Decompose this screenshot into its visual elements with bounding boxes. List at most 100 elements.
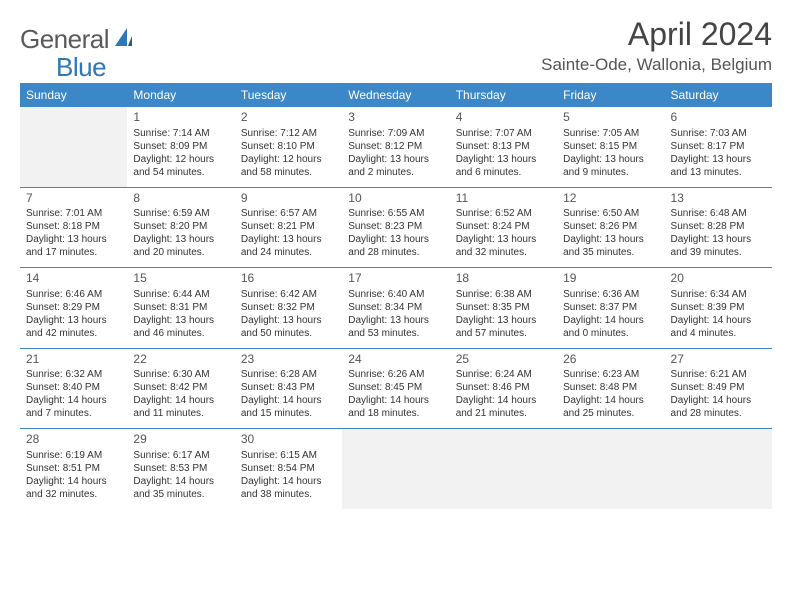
day-cell: 18Sunrise: 6:38 AMSunset: 8:35 PMDayligh… <box>450 268 557 348</box>
daylight-line2: and 58 minutes. <box>241 166 336 179</box>
day-number: 13 <box>671 191 766 207</box>
blank-cell <box>557 429 664 509</box>
day-cell: 17Sunrise: 6:40 AMSunset: 8:34 PMDayligh… <box>342 268 449 348</box>
daylight-line2: and 35 minutes. <box>563 246 658 259</box>
day-cell: 16Sunrise: 6:42 AMSunset: 8:32 PMDayligh… <box>235 268 342 348</box>
day-number: 23 <box>241 352 336 368</box>
daylight-line2: and 28 minutes. <box>671 407 766 420</box>
day-cell: 25Sunrise: 6:24 AMSunset: 8:46 PMDayligh… <box>450 349 557 429</box>
day-cell: 29Sunrise: 6:17 AMSunset: 8:53 PMDayligh… <box>127 429 234 509</box>
sunset-text: Sunset: 8:39 PM <box>671 301 766 314</box>
sunset-text: Sunset: 8:42 PM <box>133 381 228 394</box>
day-number: 5 <box>563 110 658 126</box>
day-cell: 5Sunrise: 7:05 AMSunset: 8:15 PMDaylight… <box>557 107 664 187</box>
day-header: Wednesday <box>342 83 449 107</box>
daylight-line1: Daylight: 13 hours <box>348 314 443 327</box>
day-header: Saturday <box>665 83 772 107</box>
blank-cell <box>665 429 772 509</box>
sunrise-text: Sunrise: 6:34 AM <box>671 288 766 301</box>
day-number: 11 <box>456 191 551 207</box>
daylight-line1: Daylight: 13 hours <box>456 233 551 246</box>
day-cell: 8Sunrise: 6:59 AMSunset: 8:20 PMDaylight… <box>127 188 234 268</box>
daylight-line2: and 24 minutes. <box>241 246 336 259</box>
sunrise-text: Sunrise: 6:48 AM <box>671 207 766 220</box>
daylight-line1: Daylight: 12 hours <box>133 153 228 166</box>
sunset-text: Sunset: 8:13 PM <box>456 140 551 153</box>
daylight-line2: and 25 minutes. <box>563 407 658 420</box>
daylight-line2: and 13 minutes. <box>671 166 766 179</box>
day-number: 16 <box>241 271 336 287</box>
sunrise-text: Sunrise: 6:32 AM <box>26 368 121 381</box>
sunrise-text: Sunrise: 6:30 AM <box>133 368 228 381</box>
sunrise-text: Sunrise: 7:03 AM <box>671 127 766 140</box>
daylight-line2: and 35 minutes. <box>133 488 228 501</box>
day-number: 28 <box>26 432 121 448</box>
day-cell: 24Sunrise: 6:26 AMSunset: 8:45 PMDayligh… <box>342 349 449 429</box>
day-cell: 26Sunrise: 6:23 AMSunset: 8:48 PMDayligh… <box>557 349 664 429</box>
day-cell: 14Sunrise: 6:46 AMSunset: 8:29 PMDayligh… <box>20 268 127 348</box>
daylight-line2: and 11 minutes. <box>133 407 228 420</box>
sunset-text: Sunset: 8:32 PM <box>241 301 336 314</box>
daylight-line2: and 50 minutes. <box>241 327 336 340</box>
day-cell: 9Sunrise: 6:57 AMSunset: 8:21 PMDaylight… <box>235 188 342 268</box>
sunset-text: Sunset: 8:24 PM <box>456 220 551 233</box>
day-cell: 15Sunrise: 6:44 AMSunset: 8:31 PMDayligh… <box>127 268 234 348</box>
daylight-line2: and 9 minutes. <box>563 166 658 179</box>
daylight-line1: Daylight: 12 hours <box>241 153 336 166</box>
blank-cell <box>342 429 449 509</box>
day-number: 12 <box>563 191 658 207</box>
sunset-text: Sunset: 8:35 PM <box>456 301 551 314</box>
sunrise-text: Sunrise: 6:44 AM <box>133 288 228 301</box>
sunset-text: Sunset: 8:20 PM <box>133 220 228 233</box>
sunset-text: Sunset: 8:28 PM <box>671 220 766 233</box>
daylight-line1: Daylight: 14 hours <box>26 475 121 488</box>
brand-word2-wrap: Blue <box>24 52 106 83</box>
sunrise-text: Sunrise: 6:23 AM <box>563 368 658 381</box>
day-number: 4 <box>456 110 551 126</box>
day-cell: 23Sunrise: 6:28 AMSunset: 8:43 PMDayligh… <box>235 349 342 429</box>
daylight-line1: Daylight: 14 hours <box>133 475 228 488</box>
day-cell: 2Sunrise: 7:12 AMSunset: 8:10 PMDaylight… <box>235 107 342 187</box>
daylight-line1: Daylight: 14 hours <box>671 314 766 327</box>
week-row: 28Sunrise: 6:19 AMSunset: 8:51 PMDayligh… <box>20 429 772 509</box>
sunset-text: Sunset: 8:26 PM <box>563 220 658 233</box>
week-row: 21Sunrise: 6:32 AMSunset: 8:40 PMDayligh… <box>20 349 772 429</box>
sunrise-text: Sunrise: 6:50 AM <box>563 207 658 220</box>
sunrise-text: Sunrise: 6:19 AM <box>26 449 121 462</box>
day-number: 8 <box>133 191 228 207</box>
daylight-line1: Daylight: 13 hours <box>133 314 228 327</box>
day-number: 30 <box>241 432 336 448</box>
sunrise-text: Sunrise: 6:24 AM <box>456 368 551 381</box>
page: General April 2024 Sainte-Ode, Wallonia,… <box>0 0 792 525</box>
sunset-text: Sunset: 8:17 PM <box>671 140 766 153</box>
day-cell: 28Sunrise: 6:19 AMSunset: 8:51 PMDayligh… <box>20 429 127 509</box>
day-cell: 27Sunrise: 6:21 AMSunset: 8:49 PMDayligh… <box>665 349 772 429</box>
blank-cell <box>20 107 127 187</box>
day-cell: 1Sunrise: 7:14 AMSunset: 8:09 PMDaylight… <box>127 107 234 187</box>
day-cell: 3Sunrise: 7:09 AMSunset: 8:12 PMDaylight… <box>342 107 449 187</box>
daylight-line2: and 32 minutes. <box>26 488 121 501</box>
brand-sail-icon <box>113 26 133 53</box>
sunset-text: Sunset: 8:15 PM <box>563 140 658 153</box>
day-number: 24 <box>348 352 443 368</box>
day-number: 2 <box>241 110 336 126</box>
daylight-line1: Daylight: 13 hours <box>133 233 228 246</box>
day-header: Sunday <box>20 83 127 107</box>
sunset-text: Sunset: 8:49 PM <box>671 381 766 394</box>
day-header-row: SundayMondayTuesdayWednesdayThursdayFrid… <box>20 83 772 107</box>
daylight-line1: Daylight: 14 hours <box>241 475 336 488</box>
sunrise-text: Sunrise: 7:05 AM <box>563 127 658 140</box>
sunrise-text: Sunrise: 6:55 AM <box>348 207 443 220</box>
day-number: 26 <box>563 352 658 368</box>
day-number: 17 <box>348 271 443 287</box>
sunrise-text: Sunrise: 6:15 AM <box>241 449 336 462</box>
daylight-line1: Daylight: 13 hours <box>348 233 443 246</box>
sunset-text: Sunset: 8:09 PM <box>133 140 228 153</box>
daylight-line1: Daylight: 13 hours <box>241 314 336 327</box>
day-number: 9 <box>241 191 336 207</box>
day-number: 19 <box>563 271 658 287</box>
day-number: 25 <box>456 352 551 368</box>
sunset-text: Sunset: 8:53 PM <box>133 462 228 475</box>
sunset-text: Sunset: 8:18 PM <box>26 220 121 233</box>
day-number: 3 <box>348 110 443 126</box>
